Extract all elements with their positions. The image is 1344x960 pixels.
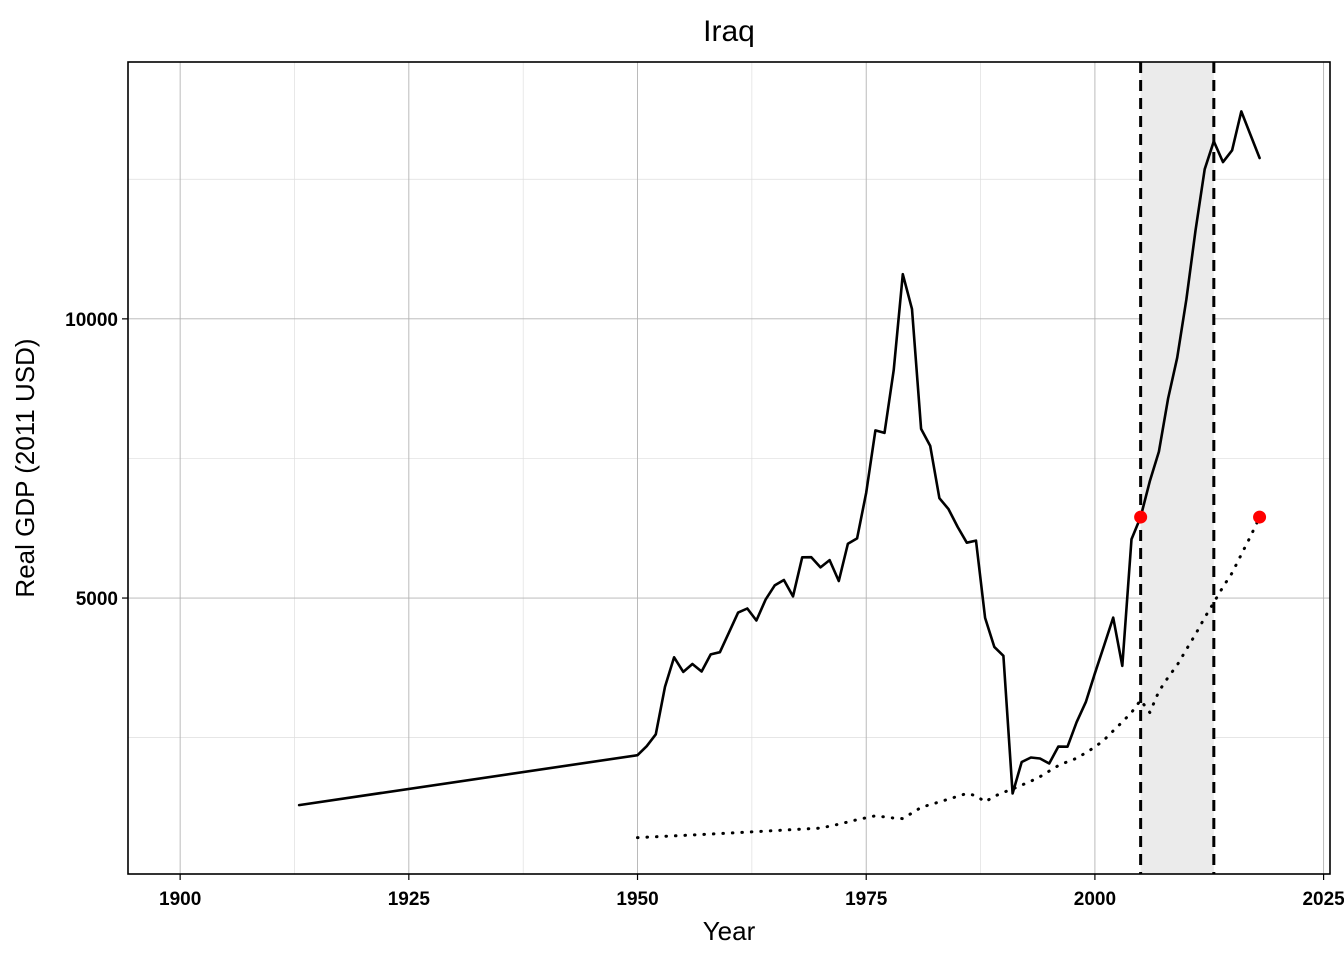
plot-border xyxy=(127,61,1331,875)
x-tick-label: 1950 xyxy=(616,889,658,910)
x-tick-label: 2000 xyxy=(1074,889,1116,910)
x-axis-title: Year xyxy=(703,916,756,946)
y-tick-label: 10000 xyxy=(65,310,118,331)
x-tick-label: 1975 xyxy=(845,889,888,910)
y-tick-label: 5000 xyxy=(76,589,118,610)
solid-series-line xyxy=(297,110,1261,807)
chart-title: Iraq xyxy=(703,15,755,48)
x-tick-label: 1925 xyxy=(388,889,431,910)
x-tick-label: 1900 xyxy=(159,889,201,910)
y-axis-title: Real GDP (2011 USD) xyxy=(10,338,40,597)
highlight-point xyxy=(1253,510,1267,524)
plot-area: 1900 1925 1950 1975 2000 2025 5000 10000 xyxy=(65,61,1344,910)
x-tick-label: 2025 xyxy=(1302,889,1344,910)
dotted-series-line xyxy=(636,515,1262,840)
highlight-point xyxy=(1134,510,1148,524)
